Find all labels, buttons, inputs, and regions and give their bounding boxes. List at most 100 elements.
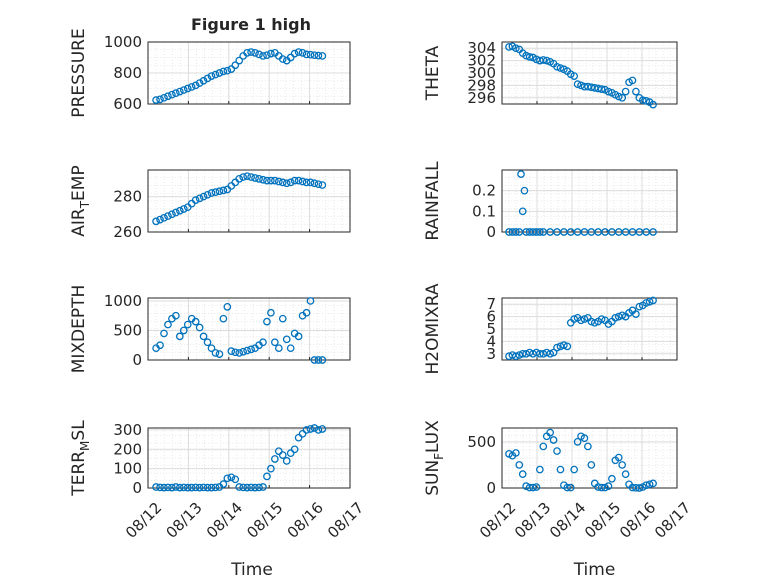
data-point: [649, 100, 657, 109]
data-point: [211, 483, 220, 492]
axes-outline: [147, 41, 351, 105]
data-point: [235, 349, 244, 357]
data-point: [553, 62, 561, 71]
data-point: [282, 457, 291, 465]
data-point: [215, 187, 224, 196]
data-point: [179, 86, 188, 94]
data-point: [243, 172, 251, 181]
y-tick-label: 3: [486, 345, 496, 363]
data-point: [286, 178, 295, 187]
data-point: [223, 474, 232, 483]
y-tick-label: 260: [113, 223, 142, 241]
data-point: [219, 186, 228, 195]
axes-outline: [147, 427, 351, 489]
y-tick-label: 4: [486, 332, 496, 350]
subplot-1: 600 800 1000 PRESSURE: [69, 28, 351, 118]
data-point: [621, 87, 630, 96]
data-point: [577, 81, 585, 90]
subplot-4: 0 0.1 0.2 RAINFALL: [423, 161, 678, 241]
data-point: [259, 483, 267, 491]
data-point: [255, 483, 263, 492]
data-point: [235, 56, 244, 65]
data-point: [532, 348, 541, 357]
data-point: [512, 449, 520, 457]
data-point: [553, 447, 561, 455]
data-point: [584, 82, 592, 91]
data-point: [274, 447, 283, 456]
data-point: [191, 483, 200, 492]
data-point: [231, 61, 240, 70]
y-axis-label: MIXDEPTH: [69, 285, 89, 374]
data-point: [172, 89, 180, 98]
data-point: [532, 483, 541, 491]
data-point: [635, 302, 644, 311]
data-point: [263, 472, 271, 481]
x-axis-label: Time: [573, 560, 616, 580]
data-point: [274, 177, 283, 186]
data-point: [160, 329, 168, 338]
data-point: [306, 297, 315, 305]
data-point: [563, 342, 572, 351]
y-tick-label: 100: [113, 460, 142, 478]
data-point: [259, 175, 267, 184]
data-point: [549, 348, 558, 357]
data-point: [306, 425, 315, 433]
data-point: [172, 208, 180, 217]
y-tick-label: 0: [132, 479, 142, 497]
data-point: [164, 212, 172, 220]
data-point: [594, 84, 603, 93]
data-point: [546, 428, 555, 437]
data-point: [168, 90, 176, 99]
data-point: [263, 51, 271, 60]
data-point: [505, 43, 513, 51]
subplot-5: 0 500 1000 MIXDEPTH: [69, 285, 351, 374]
data-point: [522, 51, 531, 60]
y-tick-label: 280: [113, 188, 142, 206]
y-tick-label: 500: [113, 321, 142, 339]
data-point: [179, 205, 188, 213]
data-point: [522, 482, 531, 491]
data-point: [231, 348, 240, 357]
axes-outline: [501, 169, 678, 233]
y-tick-label: 0: [486, 223, 496, 241]
data-point: [199, 76, 208, 85]
data-point: [597, 315, 606, 323]
x-tick-label: 08/16: [284, 499, 327, 542]
y-axis-label: PRESSURE: [69, 28, 89, 117]
data-point: [601, 483, 609, 492]
x-tick-label: 08/13: [162, 499, 205, 542]
data-point: [294, 332, 303, 341]
data-point: [580, 315, 589, 323]
data-point: [271, 176, 279, 185]
y-tick-label: 1000: [104, 33, 142, 51]
data-point: [243, 483, 251, 492]
data-point: [235, 175, 244, 183]
data-point: [211, 70, 220, 79]
y-tick-label: 600: [113, 95, 142, 113]
data-point: [587, 83, 596, 92]
data-point: [156, 483, 164, 492]
data-point: [621, 470, 630, 479]
data-point: [553, 343, 561, 352]
data-point: [549, 436, 558, 444]
data-point: [515, 461, 524, 469]
data-point: [618, 461, 627, 469]
data-point: [160, 213, 168, 222]
data-point: [318, 181, 327, 189]
data-point: [512, 228, 520, 236]
y-tick-label: 200: [113, 440, 142, 458]
data-point: [618, 93, 627, 102]
data-point: [164, 320, 172, 329]
data-point: [282, 335, 291, 344]
axes-outline: [147, 169, 351, 233]
data-point: [566, 483, 575, 492]
data-point: [267, 176, 275, 185]
data-point: [642, 299, 651, 307]
data-point: [168, 210, 176, 219]
subplot-3: 260 280 AIRTEMP: [69, 165, 351, 241]
data-point: [191, 317, 200, 326]
data-point: [560, 341, 568, 349]
data-point: [263, 317, 271, 326]
